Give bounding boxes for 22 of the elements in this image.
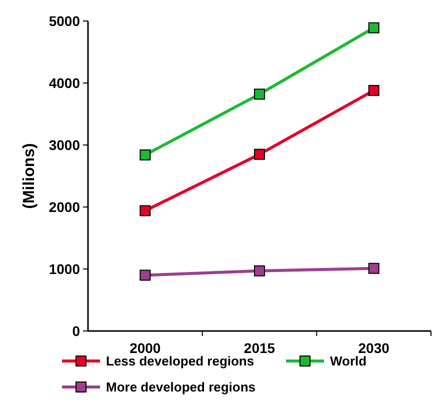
point [368, 262, 380, 274]
point [368, 22, 380, 34]
y-tick-label: 1000 [48, 260, 80, 277]
x-tick-label: 2030 [358, 340, 390, 356]
y-tick-label: 3000 [48, 136, 80, 153]
x-tick-label: 2000 [130, 340, 161, 356]
legend-label: Less developed regions [106, 354, 254, 369]
y-tick-label: 4000 [48, 74, 80, 91]
point [254, 265, 265, 276]
point [254, 148, 265, 160]
point [254, 88, 265, 100]
point [140, 149, 151, 160]
y-axis-title: (Milions) [21, 143, 38, 209]
point [140, 205, 151, 216]
y-tick-label: 5000 [48, 12, 80, 29]
legend-label: More developed regions [106, 380, 256, 395]
legend-label: World [330, 354, 367, 369]
point [368, 84, 380, 96]
y-tick-label: 2000 [48, 198, 80, 215]
x-tick-label: 2015 [244, 340, 276, 356]
point [140, 270, 151, 281]
y-tick-label: 0 [72, 322, 80, 339]
